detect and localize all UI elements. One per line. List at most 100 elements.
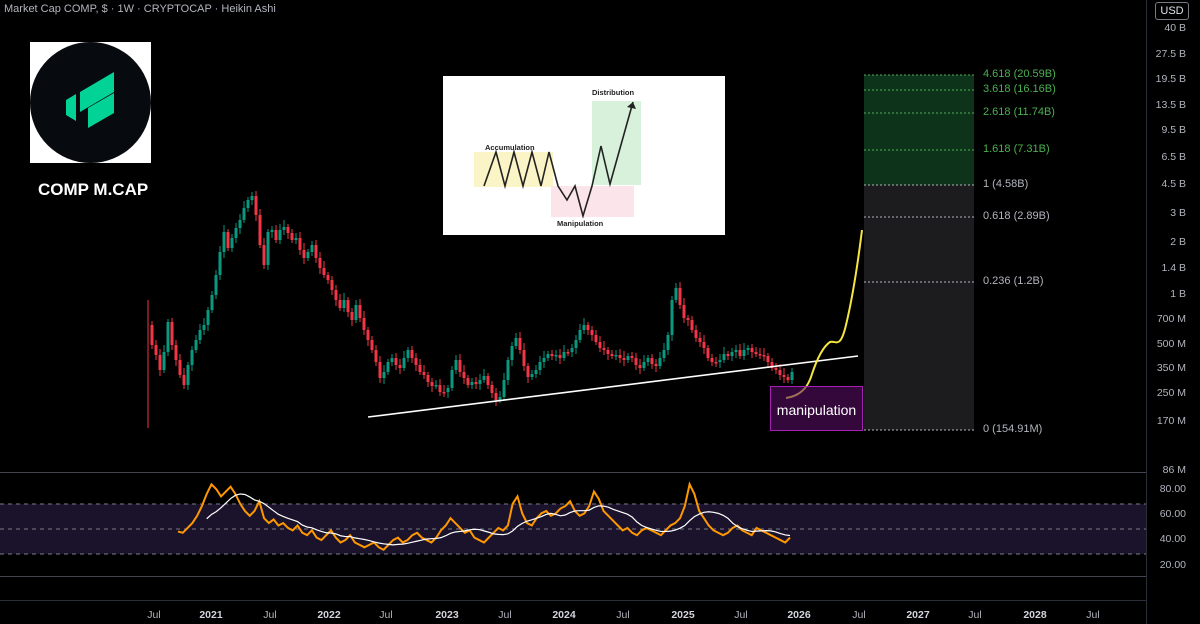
chart-title: Market Cap COMP, $ · 1W · CRYPTOCAP · He… [4, 3, 276, 15]
candle-body [782, 375, 786, 377]
currency-button[interactable]: USD [1155, 2, 1189, 20]
candle-body [706, 348, 710, 358]
candle-body [754, 352, 758, 354]
candle-body [190, 350, 194, 365]
price-axis-label: 250 M [1156, 387, 1186, 399]
candle-body [290, 233, 294, 240]
candle-body [758, 354, 762, 356]
rsi-axis-label: 20.00 [1159, 559, 1186, 571]
candle-body [726, 354, 730, 356]
candle-body [562, 352, 566, 358]
comp-logo [30, 42, 151, 163]
amd-diagram-svg: Accumulation Manipulation Distribution [474, 88, 641, 228]
fib-level-label: 1.618 (7.31B) [983, 143, 1050, 155]
candle-body [330, 280, 334, 290]
candle-body [390, 358, 394, 362]
candle-body [566, 352, 570, 354]
candle-body [506, 360, 510, 380]
candle-body [778, 370, 782, 375]
candle-body [462, 372, 466, 378]
amd-cycle-diagram: Accumulation Manipulation Distribution [443, 76, 725, 235]
candle-body [338, 300, 342, 308]
candle-body [226, 232, 230, 248]
candle-body [366, 330, 370, 340]
candle-body [334, 290, 338, 300]
rsi-ma-line [206, 493, 791, 546]
candle-body [170, 322, 174, 345]
candle-body [302, 250, 306, 258]
price-axis-label: 350 M [1156, 362, 1186, 374]
candle-body [490, 385, 494, 393]
candle-body [662, 350, 666, 358]
candle-body [406, 350, 410, 358]
candle-body [450, 370, 454, 388]
projection-path [785, 229, 863, 399]
time-axis-label: 2022 [317, 609, 341, 621]
candle-body [478, 380, 482, 384]
candle-body [386, 362, 390, 372]
time-axis-label: Jul [1086, 609, 1100, 621]
candle-body [194, 340, 198, 350]
candle-body [606, 350, 610, 354]
candle-body [234, 228, 238, 238]
candle-body [498, 397, 502, 400]
candle-body [538, 362, 542, 370]
candle-body [666, 335, 670, 350]
time-axis-label: Jul [968, 609, 982, 621]
candle-body [658, 358, 662, 366]
candle-body [746, 348, 750, 350]
candle-body [174, 345, 178, 360]
price-axis-label: 19.5 B [1155, 73, 1186, 85]
fib-level-label: 0 (154.91M) [983, 423, 1043, 435]
candle-body [614, 355, 618, 357]
candle-body [602, 348, 606, 350]
candle-body [730, 352, 734, 356]
candle-body [594, 335, 598, 342]
candle-body [310, 245, 314, 252]
candle-body [326, 275, 330, 280]
candle-body [466, 378, 470, 385]
candle-body [250, 196, 254, 200]
candle-body [526, 366, 530, 377]
candle-body [214, 275, 218, 295]
candle-body [154, 345, 158, 355]
candle-body [686, 318, 690, 320]
candle-body [150, 325, 154, 345]
candle-body [166, 322, 170, 352]
candle-body [346, 300, 350, 312]
fib-level-label: 3.618 (16.16B) [983, 83, 1056, 95]
time-axis-label: Jul [379, 609, 393, 621]
candle-body [454, 360, 458, 370]
time-axis-label: Jul [263, 609, 277, 621]
candle-body [354, 305, 358, 320]
candle-body [458, 360, 462, 372]
rsi-axis-label: 60.00 [1159, 508, 1186, 520]
rsi-axis-label: 80.00 [1159, 483, 1186, 495]
time-axis-label: 2023 [435, 609, 459, 621]
time-axis-label: 2024 [552, 609, 576, 621]
candle-body [242, 208, 246, 220]
candle-body [786, 377, 790, 380]
candle-body [278, 230, 282, 240]
candle-body [258, 215, 262, 245]
candle-body [690, 320, 694, 330]
time-axis-label: 2028 [1023, 609, 1047, 621]
candle-body [702, 342, 706, 348]
candle-body [410, 350, 414, 358]
candle-body [202, 325, 206, 330]
candle-body [374, 350, 378, 362]
candle-body [570, 348, 574, 352]
price-axis-label: 170 M [1156, 415, 1186, 427]
candle-body [246, 200, 250, 208]
manipulation-label: Manipulation [557, 219, 604, 228]
candle-body [654, 364, 658, 366]
price-axis-label: 27.5 B [1155, 48, 1186, 60]
candle-body [370, 340, 374, 350]
candle-body [186, 365, 190, 385]
candle-body [766, 356, 770, 362]
candle-body [442, 392, 446, 394]
candle-body [418, 365, 422, 372]
fib-level-label: 0.236 (1.2B) [983, 275, 1044, 287]
fib-level-label: 2.618 (11.74B) [983, 106, 1055, 118]
